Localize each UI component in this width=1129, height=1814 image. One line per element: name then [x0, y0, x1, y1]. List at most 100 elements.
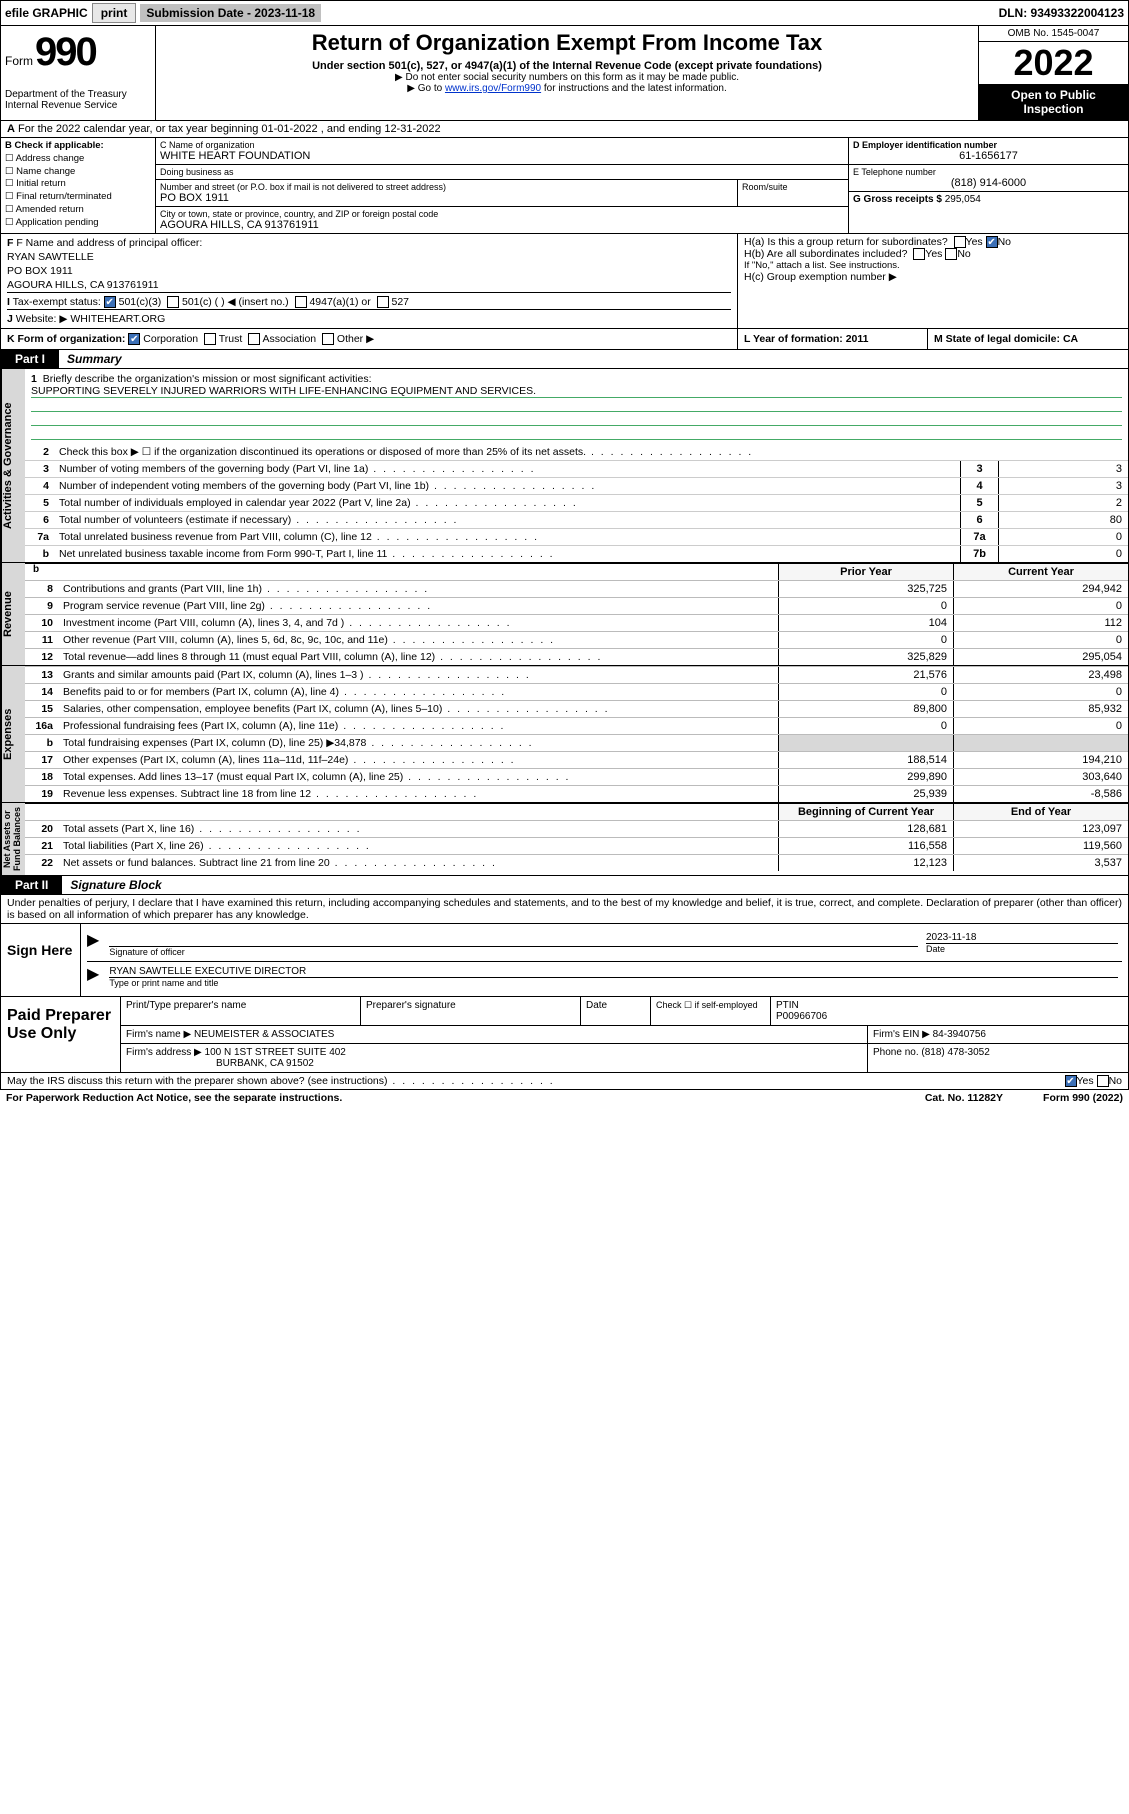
- firm-ein: 84-3940756: [933, 1029, 986, 1040]
- chk-other[interactable]: [322, 333, 334, 345]
- prep-date-hdr: Date: [581, 997, 651, 1025]
- submission-date: Submission Date - 2023-11-18: [140, 4, 321, 22]
- tax-year: 2022: [979, 42, 1128, 84]
- ha-no[interactable]: ✔: [986, 236, 998, 248]
- form-number: 990: [35, 30, 96, 75]
- chk-501c3[interactable]: ✔: [104, 296, 116, 308]
- phone-value: (818) 914-6000: [853, 177, 1124, 189]
- officer-printed-label: Type or print name and title: [109, 977, 1118, 988]
- hdr-prior: Prior Year: [778, 564, 953, 580]
- table-row: 12Total revenue—add lines 8 through 11 (…: [25, 648, 1128, 665]
- hb-no[interactable]: [945, 248, 957, 260]
- table-row: 22Net assets or fund balances. Subtract …: [25, 854, 1128, 871]
- discuss-no[interactable]: [1097, 1075, 1109, 1087]
- gov-line: bNet unrelated business taxable income f…: [25, 546, 1128, 562]
- hc-line: H(c) Group exemption number ▶: [744, 271, 1122, 283]
- table-row: 15Salaries, other compensation, employee…: [25, 700, 1128, 717]
- chk-corp[interactable]: ✔: [128, 333, 140, 345]
- sign-block: Sign Here ▶ Signature of officer 2023-11…: [0, 924, 1129, 997]
- m-state: M State of legal domicile: CA: [928, 329, 1128, 349]
- row-fijh: F F Name and address of principal office…: [0, 234, 1129, 329]
- blank-b: b: [25, 564, 778, 580]
- form-title: Return of Organization Exempt From Incom…: [162, 30, 972, 56]
- discuss-yes[interactable]: ✔: [1065, 1075, 1077, 1087]
- room-label: Room/suite: [742, 182, 844, 192]
- dln: DLN: 93493322004123: [999, 6, 1124, 20]
- paid-preparer-block: Paid Preparer Use Only Print/Type prepar…: [0, 997, 1129, 1073]
- form-word: Form: [5, 54, 33, 68]
- street-label: Number and street (or P.O. box if mail i…: [160, 182, 733, 192]
- sig-officer-label: Signature of officer: [109, 946, 918, 957]
- g-gross-label: G Gross receipts $: [853, 194, 942, 205]
- perjury-statement: Under penalties of perjury, I declare th…: [0, 895, 1129, 924]
- officer-addr2: AGOURA HILLS, CA 913761911: [7, 278, 731, 292]
- ptin-value: P00966706: [776, 1011, 827, 1022]
- l-year: L Year of formation: 2011: [738, 329, 928, 349]
- website-value: WHITEHEART.ORG: [70, 313, 165, 325]
- table-row: 9Program service revenue (Part VIII, lin…: [25, 597, 1128, 614]
- city-label: City or town, state or province, country…: [160, 209, 844, 219]
- gov-line: 7aTotal unrelated business revenue from …: [25, 529, 1128, 546]
- hb-note: If "No," attach a list. See instructions…: [744, 260, 1122, 271]
- chk-501c[interactable]: [167, 296, 179, 308]
- prep-selfemp: Check ☐ if self-employed: [651, 997, 771, 1025]
- cat-no: Cat. No. 11282Y: [925, 1092, 1003, 1104]
- section-expenses: Expenses 13Grants and similar amounts pa…: [0, 666, 1129, 803]
- gov-line: 5Total number of individuals employed in…: [25, 495, 1128, 512]
- open-public-badge: Open to Public Inspection: [979, 84, 1128, 120]
- firm-addr1: 100 N 1ST STREET SUITE 402: [205, 1047, 346, 1058]
- table-row: 13Grants and similar amounts paid (Part …: [25, 666, 1128, 683]
- ein-value: 61-1656177: [853, 150, 1124, 162]
- side-revenue: Revenue: [1, 563, 25, 665]
- print-button[interactable]: print: [92, 3, 137, 23]
- footer: For Paperwork Reduction Act Notice, see …: [0, 1090, 1129, 1106]
- chk-trust[interactable]: [204, 333, 216, 345]
- section-netassets: Net Assets or Fund Balances Beginning of…: [0, 803, 1129, 876]
- irs-link[interactable]: www.irs.gov/Form990: [445, 83, 541, 94]
- sign-here-label: Sign Here: [1, 924, 81, 996]
- ha-yes[interactable]: [954, 236, 966, 248]
- paid-preparer-label: Paid Preparer Use Only: [1, 997, 121, 1072]
- part-i-header: Part I Summary: [0, 350, 1129, 369]
- chk-4947[interactable]: [295, 296, 307, 308]
- org-name: WHITE HEART FOUNDATION: [160, 150, 844, 162]
- table-row: 18Total expenses. Add lines 13–17 (must …: [25, 768, 1128, 785]
- hdr-current: Current Year: [953, 564, 1128, 580]
- subtitle-2: ▶ Do not enter social security numbers o…: [162, 72, 972, 83]
- sig-date-label: Date: [926, 943, 1118, 954]
- table-row: 21Total liabilities (Part X, line 26)116…: [25, 837, 1128, 854]
- form-footer: Form 990 (2022): [1043, 1092, 1123, 1104]
- prep-sig-hdr: Preparer's signature: [361, 997, 581, 1025]
- table-row: 10Investment income (Part VIII, column (…: [25, 614, 1128, 631]
- firm-name: NEUMEISTER & ASSOCIATES: [194, 1029, 334, 1040]
- part-ii-header: Part II Signature Block: [0, 876, 1129, 895]
- officer-addr1: PO BOX 1911: [7, 264, 731, 278]
- discuss-row: May the IRS discuss this return with the…: [0, 1073, 1129, 1090]
- hdr-begin: Beginning of Current Year: [778, 804, 953, 820]
- gross-value: 295,054: [945, 194, 981, 205]
- firm-addr2: BURBANK, CA 91502: [216, 1058, 314, 1069]
- chk-527[interactable]: [377, 296, 389, 308]
- side-expenses: Expenses: [1, 666, 25, 802]
- section-revenue: Revenue b Prior Year Current Year 8Contr…: [0, 563, 1129, 666]
- c-name-label: C Name of organization: [160, 140, 844, 150]
- efile-label: efile GRAPHIC: [5, 6, 88, 20]
- table-row: 17Other expenses (Part IX, column (A), l…: [25, 751, 1128, 768]
- table-row: 19Revenue less expenses. Subtract line 1…: [25, 785, 1128, 802]
- top-toolbar: efile GRAPHIC print Submission Date - 20…: [0, 0, 1129, 26]
- hb-yes[interactable]: [913, 248, 925, 260]
- gov-line: 3Number of voting members of the governi…: [25, 461, 1128, 478]
- street-value: PO BOX 1911: [160, 192, 733, 204]
- city-value: AGOURA HILLS, CA 913761911: [160, 219, 844, 231]
- chk-assoc[interactable]: [248, 333, 260, 345]
- hdr-end: End of Year: [953, 804, 1128, 820]
- subtitle-3: ▶ Go to www.irs.gov/Form990 for instruct…: [162, 83, 972, 94]
- mission-text: SUPPORTING SEVERELY INJURED WARRIORS WIT…: [31, 385, 1122, 398]
- sig-date: 2023-11-18: [926, 932, 1118, 943]
- table-row: 16aProfessional fundraising fees (Part I…: [25, 717, 1128, 734]
- side-netassets: Net Assets or Fund Balances: [1, 803, 25, 875]
- row-klm: K Form of organization: ✔ Corporation Tr…: [0, 329, 1129, 350]
- officer-name: RYAN SAWTELLE: [7, 250, 731, 264]
- gov-line: 4Number of independent voting members of…: [25, 478, 1128, 495]
- omb-number: OMB No. 1545-0047: [979, 26, 1128, 42]
